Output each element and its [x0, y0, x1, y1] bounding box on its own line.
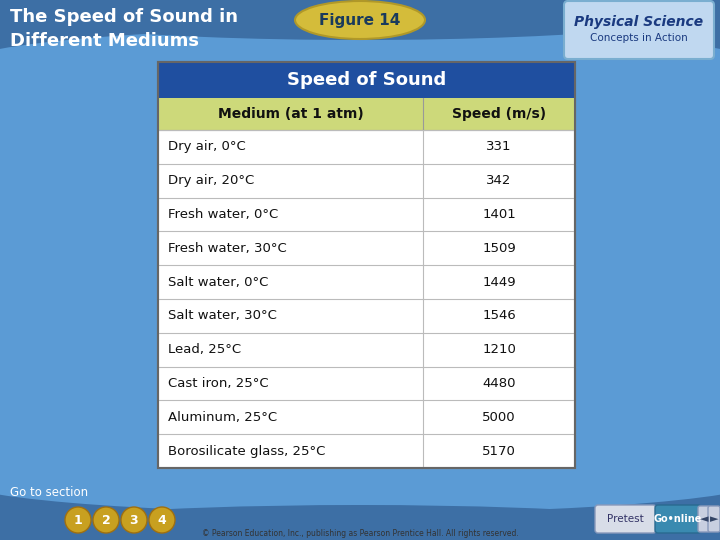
- Text: 4480: 4480: [482, 377, 516, 390]
- FancyBboxPatch shape: [564, 1, 714, 59]
- Text: Aluminum, 25°C: Aluminum, 25°C: [168, 411, 277, 424]
- Circle shape: [93, 507, 119, 533]
- Text: Concepts in Action: Concepts in Action: [590, 33, 688, 43]
- Text: 1: 1: [73, 514, 82, 526]
- Bar: [158, 62, 575, 468]
- Text: Salt water, 0°C: Salt water, 0°C: [168, 275, 269, 288]
- Ellipse shape: [295, 1, 425, 39]
- Text: 5000: 5000: [482, 411, 516, 424]
- Text: Figure 14: Figure 14: [319, 12, 401, 28]
- Ellipse shape: [0, 443, 720, 513]
- Text: 2: 2: [102, 514, 110, 526]
- Text: Go to section: Go to section: [10, 485, 88, 498]
- Ellipse shape: [0, 0, 720, 40]
- Text: 1546: 1546: [482, 309, 516, 322]
- FancyBboxPatch shape: [595, 505, 656, 533]
- Bar: [0, 478, 720, 540]
- Circle shape: [149, 507, 175, 533]
- Text: Pretest: Pretest: [607, 514, 644, 524]
- Text: The Speed of Sound in
Different Mediums: The Speed of Sound in Different Mediums: [10, 8, 238, 50]
- Text: 4: 4: [158, 514, 166, 526]
- Bar: [158, 62, 575, 468]
- Text: Dry air, 20°C: Dry air, 20°C: [168, 174, 254, 187]
- Text: Physical Science: Physical Science: [575, 15, 703, 29]
- Ellipse shape: [0, 505, 720, 540]
- Text: Cast iron, 25°C: Cast iron, 25°C: [168, 377, 269, 390]
- Text: Dry air, 0°C: Dry air, 0°C: [168, 140, 246, 153]
- FancyBboxPatch shape: [708, 506, 720, 532]
- Text: Lead, 25°C: Lead, 25°C: [168, 343, 241, 356]
- Text: 1401: 1401: [482, 208, 516, 221]
- Text: © Pearson Education, Inc., publishing as Pearson Prentice Hall. All rights reser: © Pearson Education, Inc., publishing as…: [202, 530, 518, 538]
- Bar: [0, 0, 720, 68]
- Text: Borosilicate glass, 25°C: Borosilicate glass, 25°C: [168, 444, 325, 457]
- Text: 1210: 1210: [482, 343, 516, 356]
- Text: 331: 331: [486, 140, 512, 153]
- Text: 5170: 5170: [482, 444, 516, 457]
- Text: Go•nline: Go•nline: [654, 514, 702, 524]
- Text: 1449: 1449: [482, 275, 516, 288]
- Text: Speed of Sound: Speed of Sound: [287, 71, 446, 89]
- Text: 1509: 1509: [482, 242, 516, 255]
- FancyBboxPatch shape: [655, 505, 701, 533]
- Circle shape: [65, 507, 91, 533]
- Text: Fresh water, 0°C: Fresh water, 0°C: [168, 208, 278, 221]
- Text: ◄: ◄: [700, 514, 708, 524]
- Text: Speed (m/s): Speed (m/s): [452, 107, 546, 121]
- Text: 3: 3: [130, 514, 138, 526]
- Text: Medium (at 1 atm): Medium (at 1 atm): [217, 107, 364, 121]
- Text: 342: 342: [486, 174, 512, 187]
- Ellipse shape: [0, 28, 720, 108]
- Text: ►: ►: [710, 514, 719, 524]
- Circle shape: [121, 507, 147, 533]
- Text: Salt water, 30°C: Salt water, 30°C: [168, 309, 277, 322]
- Bar: [158, 98, 575, 130]
- Bar: [158, 62, 575, 98]
- Text: Fresh water, 30°C: Fresh water, 30°C: [168, 242, 287, 255]
- FancyBboxPatch shape: [698, 506, 710, 532]
